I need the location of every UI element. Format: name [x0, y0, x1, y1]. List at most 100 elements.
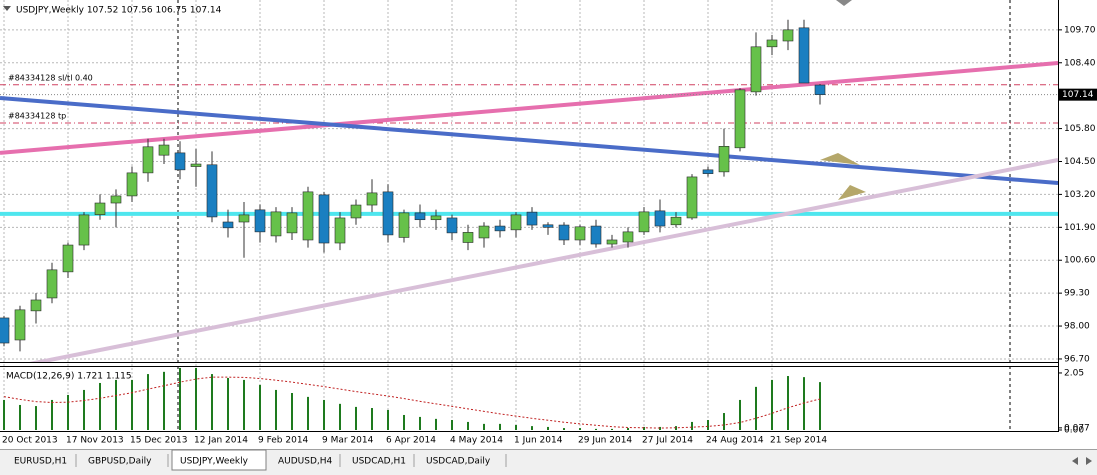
x-tick-label: 17 Nov 2013: [66, 436, 124, 446]
candle-body: [686, 176, 698, 219]
arrow-object: [838, 185, 866, 200]
candle-body: [750, 46, 762, 93]
candle-body: [542, 224, 554, 228]
scroll-left[interactable]: [1072, 457, 1078, 465]
candle-body: [142, 146, 154, 174]
signal-line: [3, 376, 821, 429]
y-tick-label: 103.20: [1064, 190, 1096, 200]
candle-body: [30, 299, 42, 312]
candle-body: [430, 215, 442, 221]
y-tick-label: 98.00: [1064, 322, 1090, 332]
candle-body: [414, 212, 426, 221]
order-label: #84334128 sl/tl 0.40: [8, 73, 93, 82]
candle-body: [190, 163, 202, 167]
x-tick-label: 4 May 2014: [450, 436, 503, 446]
y-tick-label: 104.50: [1064, 157, 1096, 167]
candle-body: [46, 269, 58, 299]
candle-body: [238, 214, 250, 223]
candle-body: [382, 191, 394, 236]
x-tick-label: 6 Apr 2014: [386, 436, 436, 446]
tab-label[interactable]: GBPUSD,Daily: [88, 457, 152, 467]
tab-label[interactable]: AUDUSD,H4: [278, 457, 333, 467]
candle-body: [766, 39, 778, 48]
scroll-right[interactable]: [1086, 457, 1092, 465]
candle-body: [606, 239, 618, 245]
arrow-object: [820, 153, 860, 165]
candles-layer: [0, 19, 826, 352]
chart-menu-icon[interactable]: [3, 6, 11, 11]
candle-body: [494, 225, 506, 232]
candle-body: [670, 216, 682, 226]
candle-body: [446, 217, 458, 234]
x-tick-label: 29 Jun 2014: [578, 436, 632, 446]
shift-marker: [836, 0, 852, 6]
candle-body: [734, 89, 746, 149]
x-tick-label: 9 Mar 2014: [322, 436, 374, 446]
tab-label[interactable]: EURUSD,H1: [14, 457, 67, 467]
tab-label[interactable]: USDCAD,Daily: [426, 457, 491, 467]
candle-body: [350, 204, 362, 219]
candle-body: [126, 172, 138, 197]
y-tick-label: 2.05: [1064, 368, 1084, 378]
candle-body: [398, 212, 410, 238]
candle-body: [638, 211, 650, 233]
candle-body: [782, 29, 794, 42]
candle-body: [798, 27, 810, 84]
trendline: [0, 61, 1058, 155]
y-tick-label: 0.00: [1064, 426, 1084, 436]
candle-body: [222, 221, 234, 229]
x-tick-label: 15 Dec 2013: [130, 436, 188, 446]
x-tick-label: 27 Jul 2014: [642, 436, 693, 446]
tab-label[interactable]: USDCAD,H1: [352, 457, 406, 467]
candle-body: [702, 169, 714, 174]
x-tick-label: 9 Feb 2014: [258, 436, 309, 446]
candle-body: [814, 84, 826, 95]
candle-body: [526, 211, 538, 226]
candle-body: [94, 202, 106, 215]
x-tick-label: 12 Jan 2014: [194, 436, 248, 446]
candle-body: [366, 192, 378, 206]
candle-body: [78, 214, 90, 246]
candle-body: [270, 211, 282, 237]
candle-body: [462, 232, 474, 243]
y-tick-label: 105.80: [1064, 124, 1096, 134]
indicator-title: MACD(12,26,9) 1.721 1.115: [6, 372, 132, 382]
candle-body: [478, 225, 490, 239]
y-tick-label: 0.077: [1064, 423, 1090, 433]
tabs: EURUSD,H1 GBPUSD,Daily USDJPY,Weekly AUDUSD…: [14, 449, 507, 471]
y-tick-label: 100.60: [1064, 256, 1096, 266]
y-tick-label: 101.90: [1064, 223, 1096, 233]
y-tick-label: 99.30: [1064, 289, 1090, 299]
candle-body: [286, 212, 298, 234]
chart-title: USDJPY,Weekly 107.52 107.56 106.75 107.1…: [16, 6, 222, 16]
y-tick-label: 108.40: [1064, 58, 1096, 68]
tab-bar: [0, 449, 1097, 475]
candle-body: [302, 191, 314, 241]
candle-body: [14, 309, 26, 341]
objects-layer: #84334128 sl/tl 0.40 #84334128 tp: [0, 61, 1058, 362]
candle-body: [654, 210, 666, 227]
candle-body: [334, 217, 346, 244]
candle-body: [622, 231, 634, 243]
candle-body: [510, 214, 522, 231]
x-tick-label: 1 Jun 2014: [514, 436, 563, 446]
trendline: [0, 95, 1058, 186]
x-tick-label: 20 Oct 2013: [2, 436, 58, 446]
candle-body: [318, 194, 330, 244]
x-tick-label: 24 Aug 2014: [706, 436, 764, 446]
tab-label[interactable]: USDJPY,Weekly: [180, 457, 249, 467]
candle-body: [110, 195, 122, 204]
candle-body: [206, 164, 218, 218]
candle-body: [174, 152, 186, 171]
axis-layer: 109.70 108.40 105.80 104.50 103.20 101.90 100.…: [2, 25, 1097, 446]
candle-body: [62, 244, 74, 273]
last-price-label: 107.14: [1062, 90, 1094, 100]
order-label: #84334128 tp: [8, 112, 66, 121]
trendline: [29, 158, 1058, 362]
candle-body: [158, 144, 170, 156]
candle-body: [558, 224, 570, 241]
candle-body: [590, 225, 602, 245]
